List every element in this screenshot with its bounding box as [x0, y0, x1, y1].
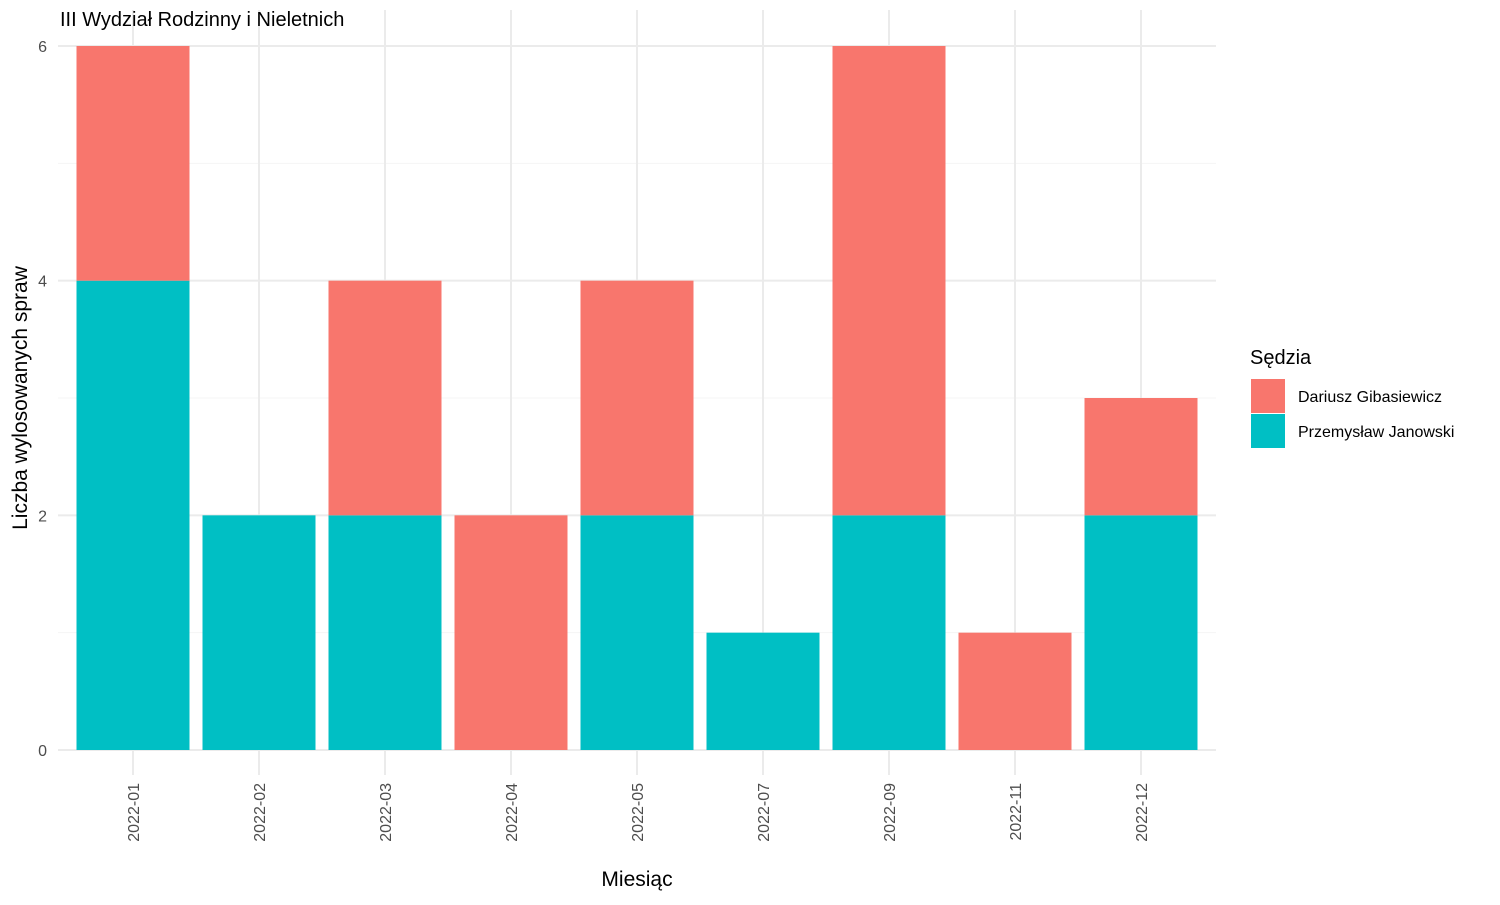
bar-segment [580, 280, 694, 516]
bar-segment [1084, 398, 1198, 516]
x-tick-label: 2022-02 [252, 783, 269, 842]
x-tick-label: 2022-01 [126, 783, 143, 842]
bar-segment [832, 46, 946, 516]
bar-segment [1084, 515, 1198, 750]
x-tick-label: 2022-03 [378, 783, 395, 842]
legend-items: Dariusz Gibasiewicz Przemysław Janowski [1251, 379, 1454, 448]
x-tick-label: 2022-12 [1134, 783, 1151, 842]
bar-segment [76, 46, 190, 281]
chart-title: III Wydział Rodzinny i Nieletnich [60, 9, 344, 31]
x-tick-label: 2022-07 [756, 783, 773, 842]
y-axis-title: Liczba wylosowanych spraw [9, 265, 32, 530]
x-tick-label: 2022-11 [1008, 783, 1025, 841]
bar-segment [202, 515, 316, 750]
x-tick-label: 2022-09 [882, 783, 899, 842]
legend-label: Dariusz Gibasiewicz [1298, 389, 1442, 406]
y-tick-label: 0 [38, 743, 47, 760]
legend-title: Sędzia [1250, 347, 1312, 369]
bar-segment [958, 632, 1072, 750]
legend-label: Przemysław Janowski [1298, 424, 1454, 441]
bar-segment [706, 632, 820, 750]
axes-layer: 0 2 4 6 2022-01 2022-02 2022-03 2022-04 2022-05 2… [38, 39, 1151, 842]
bar-segment [328, 515, 442, 750]
legend-swatch [1251, 379, 1285, 413]
x-tick-label: 2022-04 [504, 783, 521, 842]
bars-layer [76, 46, 1198, 750]
legend-swatch [1251, 414, 1285, 448]
bar-segment [832, 515, 946, 750]
y-tick-label: 6 [38, 39, 47, 56]
x-axis-title: Miesiąc [601, 868, 672, 891]
y-tick-label: 2 [38, 508, 47, 525]
bar-segment [328, 280, 442, 516]
x-tick-label: 2022-05 [630, 783, 647, 842]
bar-segment [454, 515, 568, 750]
bar-segment [580, 515, 694, 750]
bar-segment [76, 280, 190, 750]
y-tick-label: 4 [38, 274, 47, 291]
legend: Sędzia Dariusz Gibasiewicz Przemysław Jan… [1250, 347, 1454, 448]
